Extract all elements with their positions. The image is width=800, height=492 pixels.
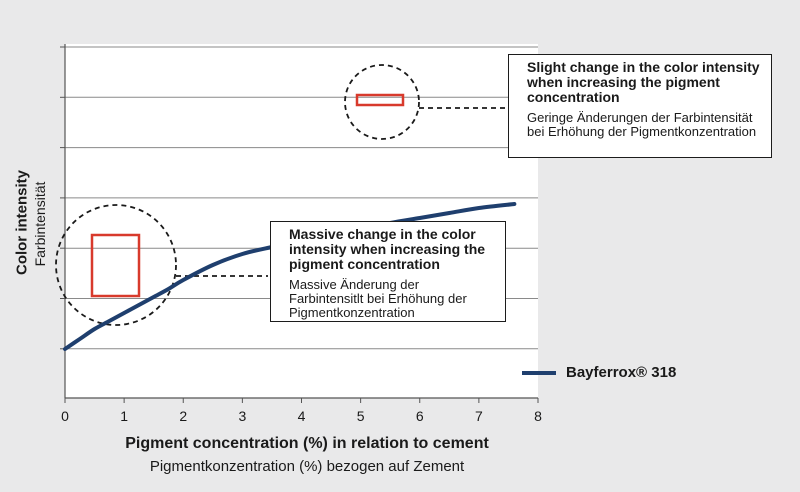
legend-label: Bayferrox® 318 <box>566 364 677 381</box>
x-tick-label: 3 <box>238 408 246 424</box>
x-tick-label: 6 <box>416 408 424 424</box>
highlight-box-massive <box>90 233 141 298</box>
y-axis-title-secondary: Farbintensität <box>32 181 48 267</box>
callout-massive-title: Massive change in the color intensity wh… <box>289 226 486 272</box>
x-tick-label: 2 <box>179 408 187 424</box>
y-axis-title: Color intensity <box>13 170 31 276</box>
highlight-box-slight <box>355 93 405 107</box>
y-ticks <box>60 46 65 350</box>
x-axis-title-secondary: Pigmentkonzentration (%) bezogen auf Zem… <box>149 458 465 475</box>
highlight-circle-massive <box>55 204 177 326</box>
highlight-circle-slight <box>344 64 420 140</box>
x-tick-label: 4 <box>298 408 306 424</box>
x-tick-label: 1 <box>120 408 128 424</box>
callout-massive-change: Massive change in the color intensity wh… <box>270 221 506 322</box>
series-line-bayferrox-318 <box>63 202 517 351</box>
callout-slight-title: Slight change in the color intensity whe… <box>527 59 760 105</box>
x-tick-label: 0 <box>61 408 69 424</box>
x-axis-title: Pigment concentration (%) in relation to… <box>125 435 489 452</box>
legend: Bayferrox® 318 <box>522 364 676 381</box>
x-tick-label: 8 <box>534 408 542 424</box>
x-tick-label: 5 <box>357 408 365 424</box>
x-ticks <box>64 398 539 403</box>
x-tick-labels: 0 1 2 3 4 5 6 7 8 <box>61 408 542 424</box>
legend-swatch <box>522 370 556 375</box>
callout-massive-subtitle: Massive Änderung der Farbintensitlt bei … <box>289 277 467 320</box>
x-tick-label: 7 <box>475 408 483 424</box>
callout-slight-change: Slight change in the color intensity whe… <box>508 54 772 158</box>
callout-slight-subtitle: Geringe Änderungen der Farbintensität be… <box>527 110 757 139</box>
